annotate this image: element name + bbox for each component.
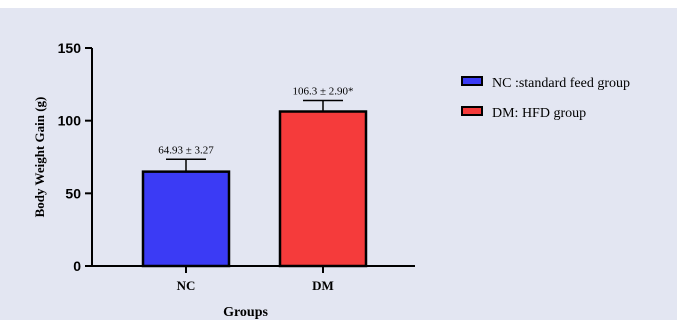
bars: [141, 99, 368, 268]
legend-swatch: [461, 106, 483, 116]
legend-swatch: [461, 76, 483, 86]
bar-nc: [141, 170, 231, 268]
legend-label: NC :standard feed group: [492, 76, 630, 91]
legend-label: DM: HFD group: [492, 106, 586, 121]
y-axis-title: Body Weight Gain (g): [32, 97, 47, 218]
chart-panel: 0 50 100 150 Body Weight Gain (g) Groups NC DM …: [0, 8, 677, 320]
data-label: 64.93 ± 3.27: [158, 144, 214, 156]
x-axis-title: Groups: [223, 305, 268, 320]
x-tick-label: DM: [312, 278, 334, 293]
legend: NC :standard feed group DM: HFD group: [461, 76, 630, 121]
y-tick-label: 100: [58, 113, 82, 129]
x-tick-label: NC: [177, 278, 196, 293]
bar-dm: [278, 110, 368, 268]
y-tick-label: 0: [73, 258, 81, 274]
data-label: 106.3 ± 2.90*: [292, 86, 353, 98]
labels: 64.93 ± 3.27 106.3 ± 2.90*: [158, 86, 353, 157]
y-tick-label: 150: [58, 40, 82, 56]
y-tick-label: 50: [65, 185, 81, 201]
